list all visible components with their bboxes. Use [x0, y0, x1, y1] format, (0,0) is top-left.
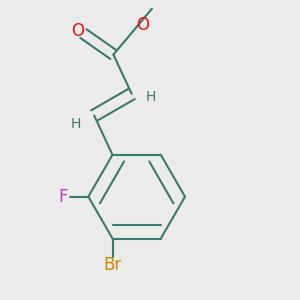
- Text: H: H: [146, 90, 156, 104]
- Text: H: H: [71, 117, 81, 131]
- Text: O: O: [136, 16, 149, 34]
- Text: F: F: [58, 188, 68, 206]
- Text: O: O: [71, 22, 84, 40]
- Text: Br: Br: [103, 256, 122, 274]
